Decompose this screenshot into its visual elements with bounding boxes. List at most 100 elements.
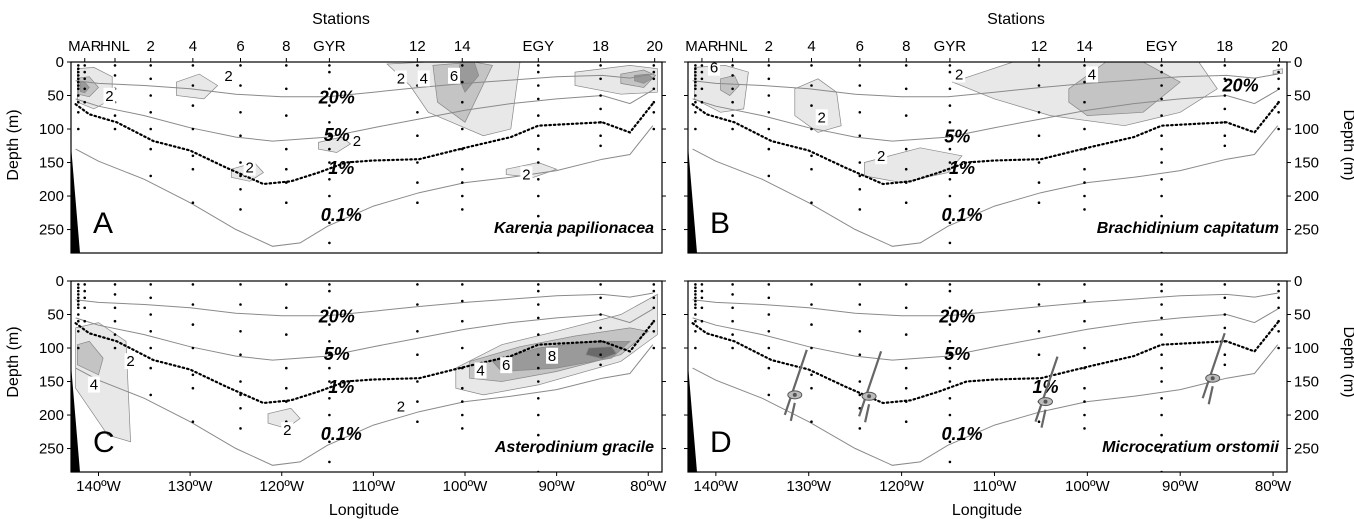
sample-point (191, 64, 195, 67)
species-name: Microceratium orstomii (1102, 439, 1279, 456)
sample-point (328, 460, 331, 464)
sample-point (767, 346, 771, 350)
sample-point (1277, 77, 1280, 81)
contour-label: 2 (126, 353, 134, 370)
sample-point (83, 87, 86, 91)
sample-point (652, 111, 656, 114)
sample-point (77, 289, 80, 293)
sample-point (328, 380, 331, 383)
abundance-contour-2 (176, 73, 219, 100)
sample-point (1223, 94, 1227, 97)
isolume-line-2 (74, 321, 654, 405)
sample-point (767, 393, 771, 397)
sample-point (767, 94, 771, 97)
sample-point (652, 283, 656, 286)
sample-point (1160, 214, 1163, 218)
sample-point (948, 353, 952, 357)
sample-point (1223, 121, 1227, 124)
contour-label: 4 (420, 70, 428, 87)
isolume-line-3 (75, 125, 654, 247)
sample-point (77, 127, 80, 131)
y-tick-label: 250 (39, 441, 64, 458)
sample-point (948, 366, 952, 370)
sample-point (1160, 84, 1163, 87)
sample-point (77, 64, 80, 67)
sample-point (948, 121, 952, 124)
sample-point (328, 208, 331, 211)
sample-point (537, 333, 540, 336)
sample-point (858, 393, 862, 397)
sample-point (1083, 299, 1086, 303)
sample-point (1223, 296, 1227, 300)
contour-label: 2 (283, 422, 291, 439)
cell-horn (1040, 409, 1047, 428)
contour-label: 4 (476, 362, 484, 379)
sample-point (113, 127, 117, 131)
sample-point (328, 241, 331, 245)
sample-point (149, 393, 152, 397)
abundance-contour-4 (77, 340, 104, 376)
isolume-label: 0.1% (941, 205, 982, 225)
sample-point (77, 283, 80, 286)
sample-point (113, 306, 117, 310)
y-tick-label: 200 (1294, 188, 1319, 205)
contour-label-bg (394, 398, 407, 415)
sample-point (904, 114, 908, 117)
sample-point (700, 319, 704, 323)
sample-point (113, 319, 117, 323)
sample-point (904, 333, 908, 336)
y-axis-title-right-top: Depth (m) (1340, 109, 1354, 180)
sample-point (416, 330, 419, 333)
panel-frame (70, 280, 663, 473)
sample-point (537, 178, 540, 181)
sample-point (904, 87, 908, 91)
sample-point (1083, 100, 1086, 104)
sample-point (77, 306, 80, 310)
y-axis-title-left-bottom: Depth (m) (5, 326, 22, 397)
cell-icon (783, 349, 808, 422)
sample-point (810, 201, 813, 204)
contour-label-bg (815, 109, 828, 126)
y-tick-label: 50 (47, 307, 64, 324)
sample-point (285, 87, 288, 91)
sample-point (1277, 100, 1280, 104)
sample-point (416, 64, 419, 67)
y-tick-label: 250 (39, 222, 64, 239)
sample-point (948, 147, 952, 151)
y-tick-label: 100 (39, 121, 64, 138)
cell-icon (1034, 356, 1059, 428)
y-tick-label: 50 (1294, 307, 1311, 324)
sample-point (328, 221, 331, 225)
sample-point (767, 64, 771, 67)
sample-point (767, 77, 771, 81)
sample-point (904, 147, 908, 151)
sample-point (731, 346, 734, 350)
station-tick-label: GYR (313, 38, 346, 55)
sample-point (285, 306, 288, 310)
sample-point (1223, 363, 1227, 367)
sample-point (1223, 77, 1227, 81)
sample-point (904, 64, 908, 67)
sample-point (810, 283, 813, 286)
sample-point (700, 296, 704, 300)
sample-point (599, 134, 602, 137)
panel-frame (687, 280, 1288, 473)
sample-point (700, 64, 704, 67)
sample-point (904, 386, 908, 390)
station-tick-label: 6 (236, 38, 244, 55)
station-tick-label: EGY (522, 38, 554, 55)
sample-point (1160, 450, 1163, 454)
x-axis-title-right: Longitude (952, 502, 1022, 519)
x-tick-label: 90ºW (1162, 478, 1199, 495)
contour-label-bg (953, 66, 966, 83)
sample-point (700, 283, 704, 286)
isolume-label: 20% (318, 307, 355, 327)
sample-point (77, 100, 80, 104)
station-tick-label: GYR (934, 38, 967, 55)
sample-point (810, 84, 813, 87)
isolume-label: 0.1% (321, 424, 362, 444)
sample-point (77, 346, 80, 350)
sample-point (1037, 380, 1041, 383)
cell-nucleus (1043, 399, 1048, 404)
sample-point (767, 111, 771, 114)
